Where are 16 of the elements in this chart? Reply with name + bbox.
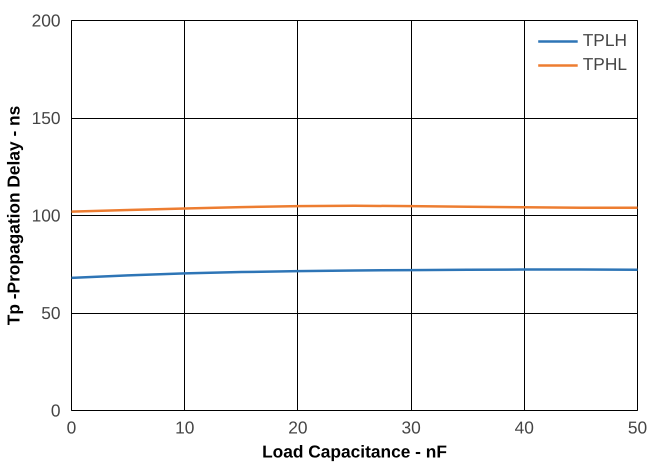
y-axis-title: Tp -Propagation Delay - ns bbox=[4, 106, 24, 326]
x-tick-label: 20 bbox=[288, 418, 308, 438]
x-tick-label: 0 bbox=[66, 418, 76, 438]
legend-label: TPLH bbox=[582, 30, 627, 51]
legend-label: TPHL bbox=[582, 54, 627, 75]
x-tick-label: 40 bbox=[514, 418, 534, 438]
x-axis-title: Load Capacitance - nF bbox=[262, 442, 447, 462]
y-tick-label: 200 bbox=[32, 10, 61, 30]
x-tick-label: 50 bbox=[628, 418, 648, 438]
x-tick-label: 30 bbox=[401, 418, 421, 438]
y-tick-label: 50 bbox=[41, 303, 61, 323]
x-tick-label: 10 bbox=[175, 418, 194, 438]
line-series bbox=[72, 268, 638, 280]
y-tick-label: 150 bbox=[32, 108, 61, 128]
y-tick-label: 100 bbox=[32, 206, 61, 226]
y-tick-label: 0 bbox=[50, 400, 61, 420]
